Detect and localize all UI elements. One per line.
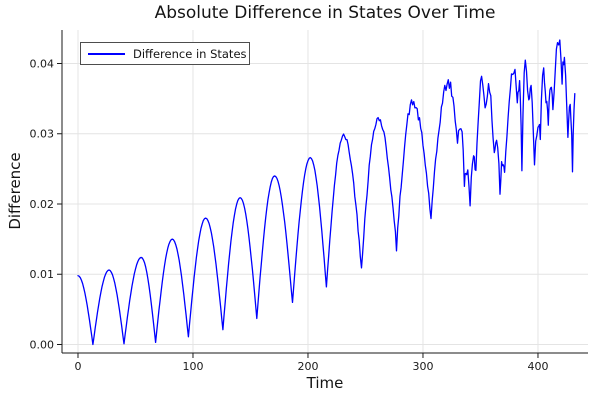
y-tick-label-2: 0.02 xyxy=(30,198,55,211)
x-tick-label-4: 400 xyxy=(527,360,548,373)
x-tick-label-3: 300 xyxy=(412,360,433,373)
series-line-0 xyxy=(77,39,576,346)
x-tick-label-2: 200 xyxy=(297,360,318,373)
x-tick-label-0: 0 xyxy=(74,360,81,373)
y-tick-label-3: 0.03 xyxy=(30,128,55,141)
x-axis-label: Time xyxy=(306,374,344,392)
y-tick-label-0: 0.00 xyxy=(30,338,55,351)
y-axis-label: Difference xyxy=(6,152,24,230)
y-tick-label-4: 0.04 xyxy=(30,57,55,70)
legend-line-sample xyxy=(88,52,125,55)
legend-label: Difference in States xyxy=(133,46,247,61)
chart-title: Absolute Difference in States Over Time xyxy=(154,3,496,23)
x-tick-label-1: 100 xyxy=(182,360,203,373)
legend: Difference in States xyxy=(80,42,250,65)
y-tick-label-1: 0.01 xyxy=(30,268,55,281)
